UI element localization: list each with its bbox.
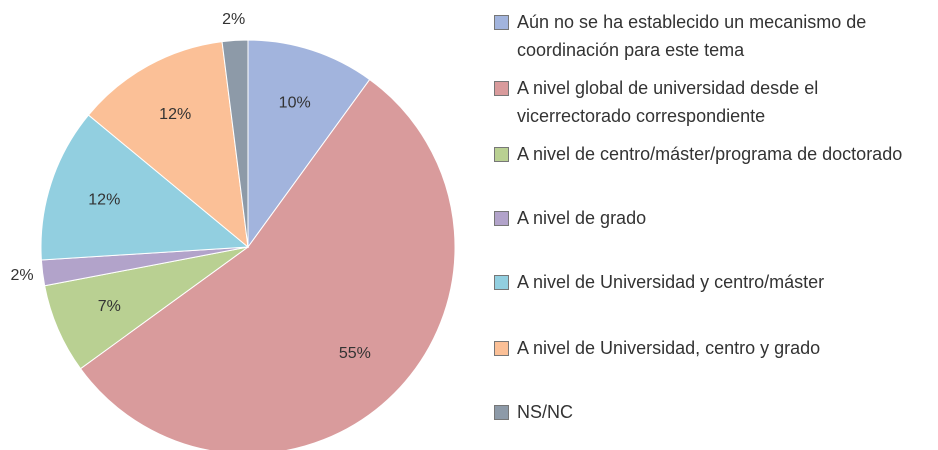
legend-item: A nivel de Universidad, centro y grado: [494, 334, 937, 362]
legend-label: A nivel de Universidad, centro y grado: [517, 338, 821, 358]
legend-label: Aún no se ha establecido un mecanismo de…: [517, 12, 867, 60]
pie-slice: [79, 78, 456, 450]
legend-label: NS/NC: [517, 402, 574, 422]
data-label: 7%: [98, 298, 121, 315]
pie: 10% 55% 7% 2% 12% 12% 2%: [11, 11, 456, 450]
legend-item: Aún no se ha establecido un mecanismo de…: [494, 8, 937, 64]
legend-item: NS/NC: [494, 398, 937, 426]
legend-item: A nivel global de universidad desde el v…: [494, 74, 937, 130]
data-label: 2%: [11, 267, 34, 284]
data-label: 10%: [279, 95, 311, 112]
legend-label: A nivel global de universidad desde el v…: [517, 78, 819, 126]
legend-swatch: [494, 405, 509, 420]
pie-slice: [221, 39, 249, 248]
data-label: 12%: [88, 192, 120, 209]
legend-item: A nivel de centro/máster/programa de doc…: [494, 140, 937, 168]
legend-label: A nivel de grado: [517, 208, 647, 228]
legend-item: A nivel de grado: [494, 204, 937, 232]
data-label: 2%: [222, 11, 245, 28]
data-label: 55%: [339, 345, 371, 362]
legend-swatch: [494, 81, 509, 96]
legend-swatch: [494, 341, 509, 356]
pie-slice: [40, 114, 250, 261]
legend-label: A nivel de Universidad y centro/máster: [517, 272, 825, 292]
legend-swatch: [494, 211, 509, 226]
legend-swatch: [494, 147, 509, 162]
pie-slice: [247, 39, 371, 249]
pie-slice: [87, 41, 249, 249]
legend-label: A nivel de centro/máster/programa de doc…: [517, 144, 903, 164]
legend-item: A nivel de Universidad y centro/máster: [494, 268, 937, 296]
data-label: 12%: [159, 106, 191, 123]
legend-swatch: [494, 275, 509, 290]
legend-swatch: [494, 15, 509, 30]
